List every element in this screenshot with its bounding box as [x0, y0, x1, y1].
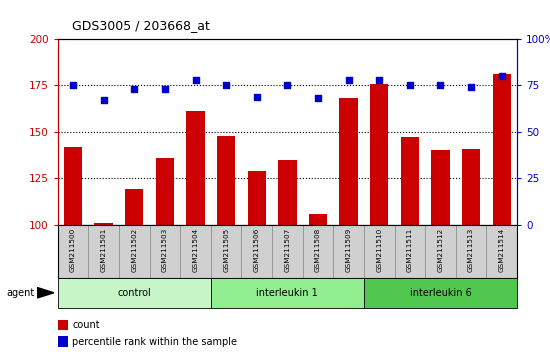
- Text: GSM211507: GSM211507: [284, 228, 290, 273]
- Text: GSM211501: GSM211501: [101, 228, 107, 273]
- Text: GSM211503: GSM211503: [162, 228, 168, 273]
- Point: [314, 96, 322, 101]
- Bar: [241, 225, 272, 278]
- Bar: [89, 225, 119, 278]
- Bar: [211, 225, 241, 278]
- Point: [405, 82, 414, 88]
- Text: GSM211514: GSM211514: [499, 228, 505, 273]
- Text: GSM211505: GSM211505: [223, 228, 229, 273]
- Bar: [58, 320, 68, 330]
- Bar: [462, 149, 480, 225]
- Bar: [364, 278, 517, 308]
- Bar: [58, 336, 68, 347]
- Point: [436, 82, 445, 88]
- Bar: [302, 225, 333, 278]
- Bar: [394, 225, 425, 278]
- Point: [191, 77, 200, 82]
- Text: agent: agent: [7, 288, 35, 298]
- Text: GSM211502: GSM211502: [131, 228, 138, 273]
- Point: [69, 82, 78, 88]
- Point: [130, 86, 139, 92]
- Bar: [217, 136, 235, 225]
- Text: GSM211510: GSM211510: [376, 228, 382, 273]
- Bar: [486, 225, 517, 278]
- Point: [466, 84, 475, 90]
- Point: [497, 73, 506, 79]
- Bar: [425, 225, 456, 278]
- Bar: [492, 74, 511, 225]
- Text: GSM211504: GSM211504: [192, 228, 199, 273]
- Bar: [309, 213, 327, 225]
- Bar: [125, 189, 144, 225]
- Bar: [58, 225, 89, 278]
- Bar: [272, 225, 302, 278]
- Bar: [248, 171, 266, 225]
- Text: interleukin 6: interleukin 6: [410, 288, 471, 298]
- Point: [222, 82, 230, 88]
- Text: GSM211506: GSM211506: [254, 228, 260, 273]
- Point: [344, 77, 353, 82]
- Bar: [456, 225, 486, 278]
- Text: GSM211513: GSM211513: [468, 228, 474, 273]
- Text: interleukin 1: interleukin 1: [256, 288, 318, 298]
- Bar: [64, 147, 82, 225]
- Bar: [333, 225, 364, 278]
- Bar: [364, 225, 394, 278]
- Bar: [180, 225, 211, 278]
- Bar: [58, 278, 211, 308]
- Text: count: count: [73, 320, 100, 330]
- Bar: [211, 278, 364, 308]
- Text: GSM211508: GSM211508: [315, 228, 321, 273]
- Bar: [278, 160, 296, 225]
- Bar: [186, 112, 205, 225]
- Bar: [156, 158, 174, 225]
- Text: percentile rank within the sample: percentile rank within the sample: [73, 337, 238, 347]
- Bar: [119, 225, 150, 278]
- Point: [283, 82, 292, 88]
- Point: [375, 77, 384, 82]
- Point: [100, 97, 108, 103]
- Text: GDS3005 / 203668_at: GDS3005 / 203668_at: [72, 19, 210, 33]
- Text: control: control: [117, 288, 151, 298]
- Text: GSM211500: GSM211500: [70, 228, 76, 273]
- Bar: [339, 98, 358, 225]
- Bar: [95, 223, 113, 225]
- Bar: [150, 225, 180, 278]
- Point: [161, 86, 169, 92]
- Polygon shape: [37, 287, 54, 298]
- Text: GSM211511: GSM211511: [407, 228, 413, 273]
- Bar: [370, 84, 388, 225]
- Point: [252, 94, 261, 99]
- Bar: [431, 150, 450, 225]
- Text: GSM211509: GSM211509: [345, 228, 351, 273]
- Bar: [400, 137, 419, 225]
- Text: GSM211512: GSM211512: [437, 228, 443, 273]
